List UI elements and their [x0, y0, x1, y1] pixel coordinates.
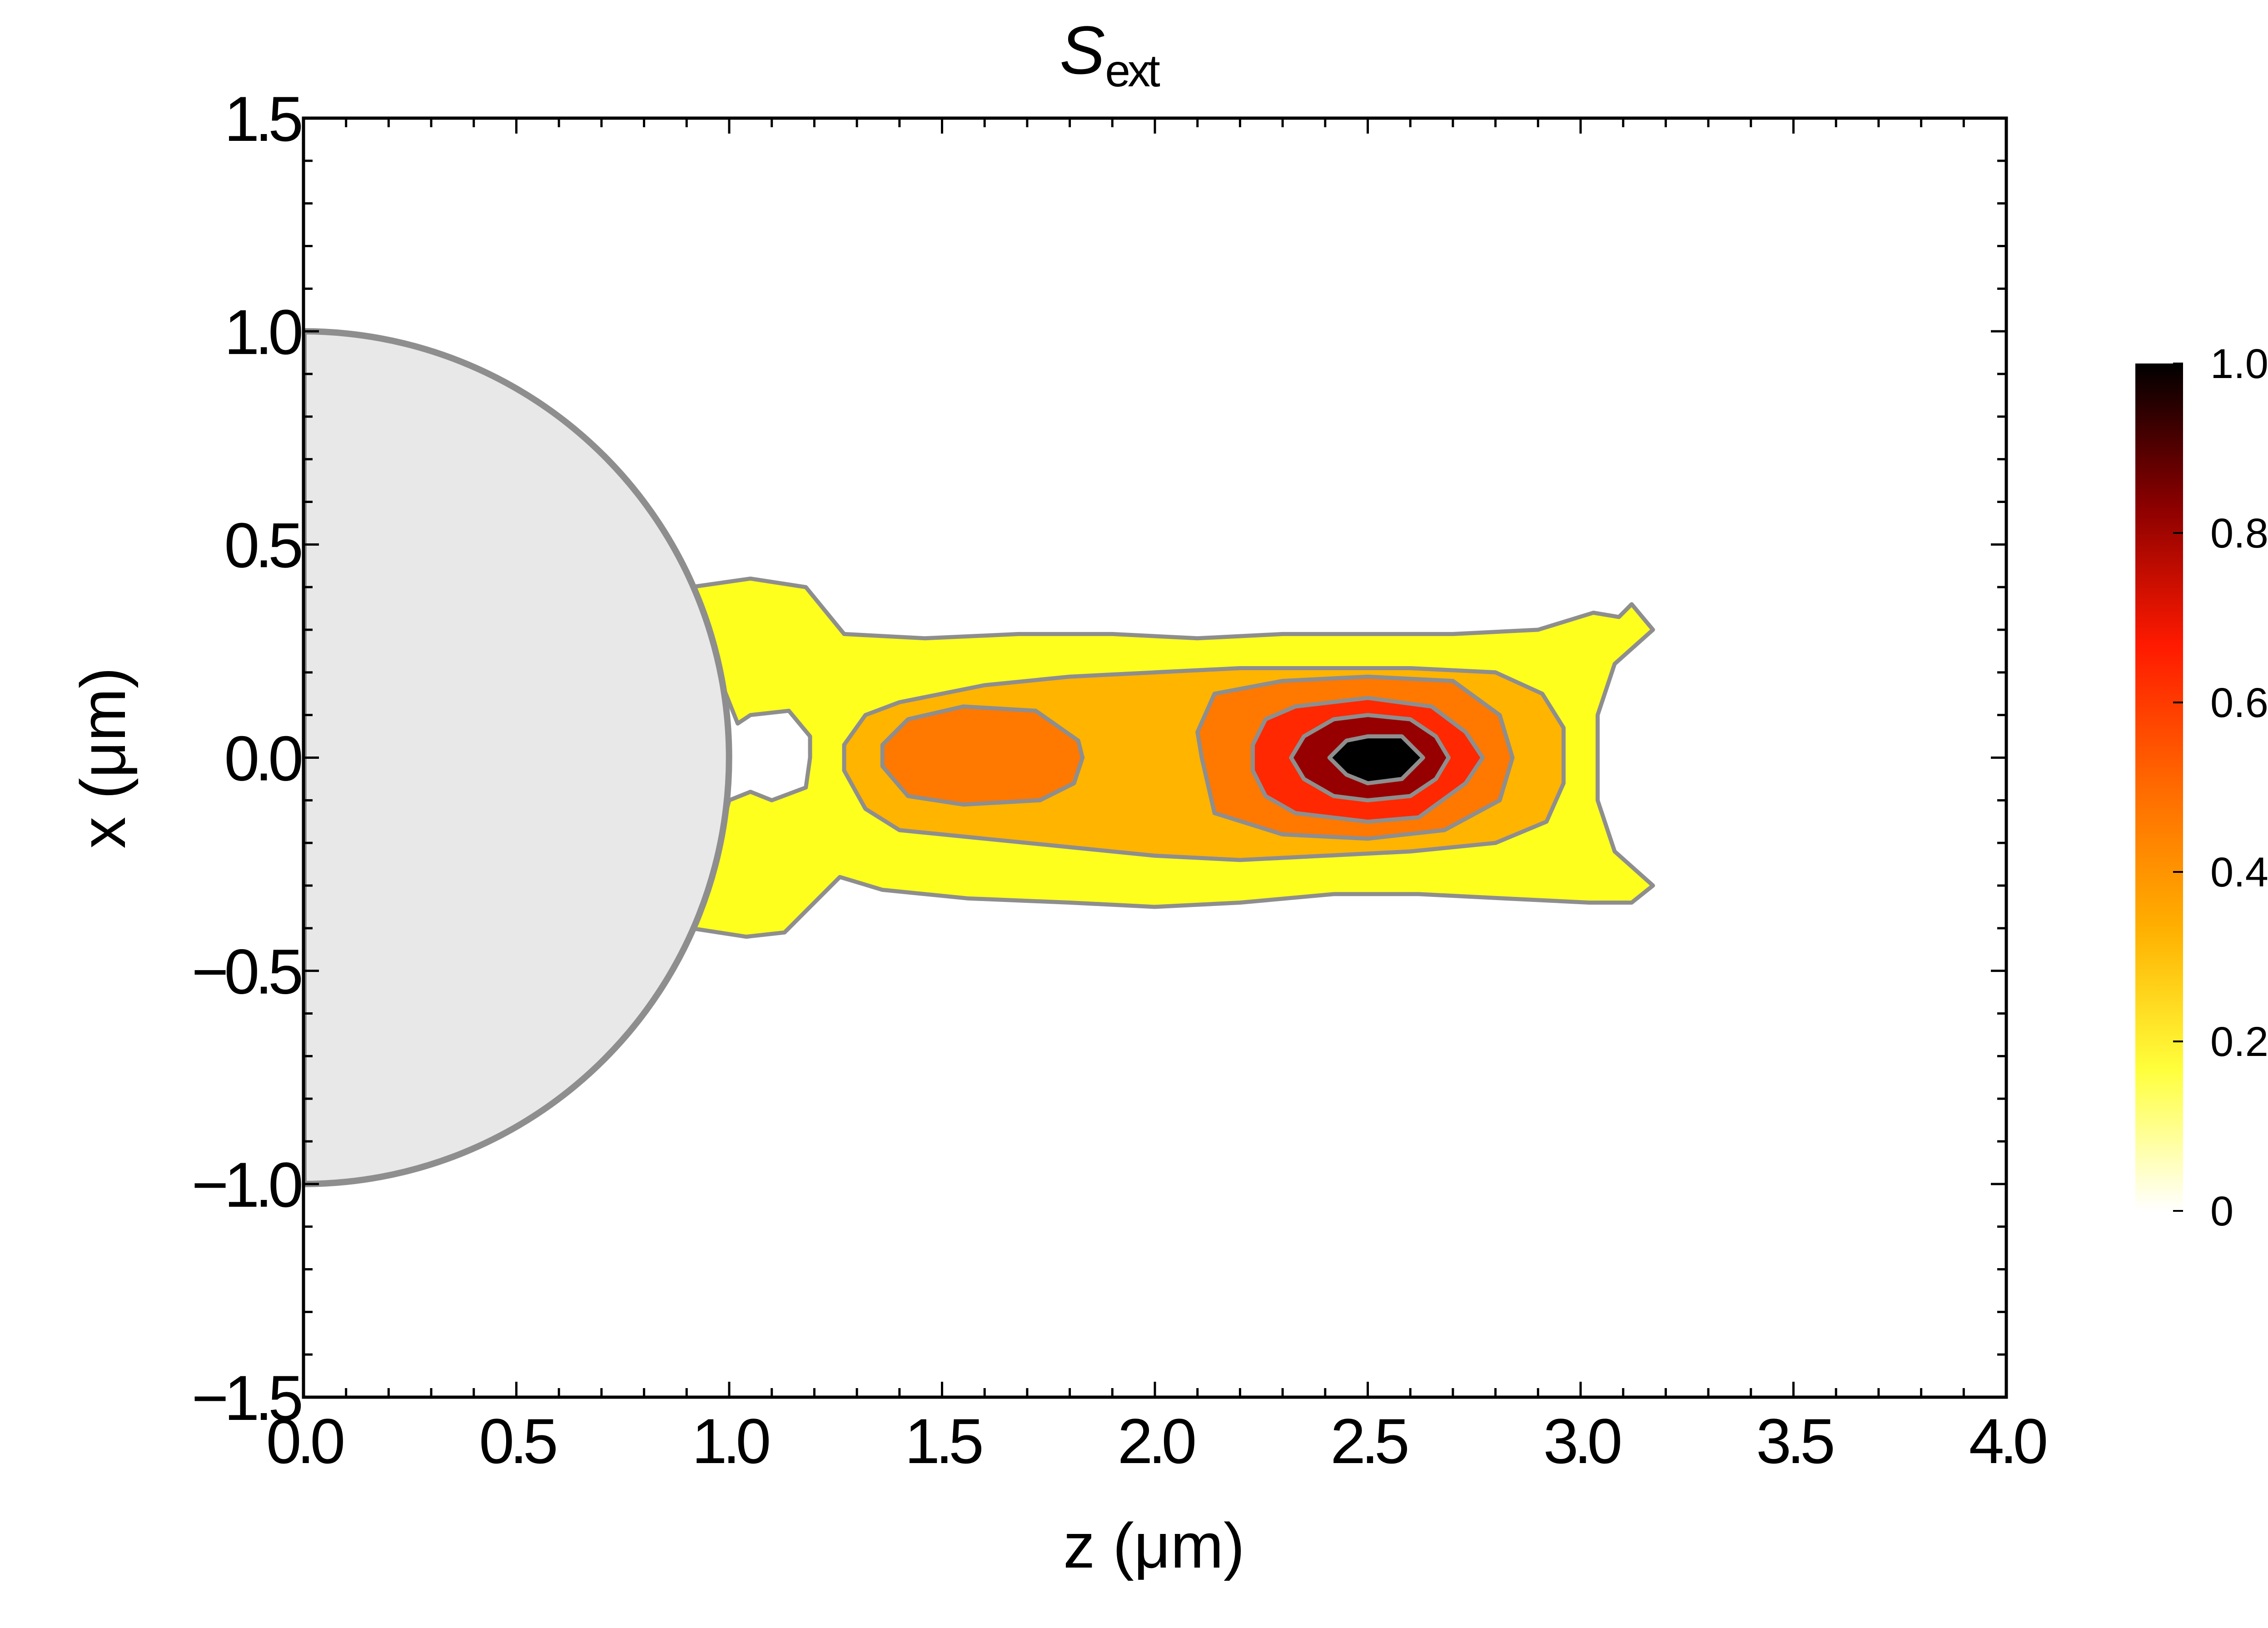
contour-level [880, 704, 1085, 807]
y-tick-labels: −1.5 −1.0 −0.5 0.0 0.5 1.0 1.5 [192, 83, 306, 1434]
chart-title: Sext [1059, 12, 1160, 96]
x-tick-label: 2.0 [1118, 1405, 1195, 1477]
sphere-cross-section [303, 331, 729, 1184]
y-axis-label: x (μm) [67, 667, 139, 848]
x-tick-label: 4.0 [1969, 1405, 2046, 1477]
y-tick-label: −1.5 [192, 1362, 301, 1434]
colorbar-tick-label: 0.2 [2210, 1019, 2268, 1065]
colorbar-tick-label: 0.8 [2210, 510, 2268, 557]
colorbar-tick-label: 0.4 [2210, 849, 2268, 896]
x-tick-label: 2.5 [1330, 1405, 1407, 1477]
x-tick-label: 0.0 [266, 1405, 343, 1477]
x-tick-label: 3.0 [1543, 1405, 1621, 1477]
contour-fills [689, 576, 1655, 939]
x-tick-label: 1.5 [905, 1405, 981, 1477]
y-tick-label: 1.5 [224, 83, 301, 154]
plot-area [303, 118, 2006, 1397]
x-tick-label: 3.5 [1756, 1405, 1833, 1477]
colorbar-tick-label: 0 [2210, 1188, 2233, 1235]
x-tick-label: 0.5 [479, 1405, 556, 1477]
y-tick-label: 1.0 [224, 296, 301, 368]
axis-ticks [302, 117, 2008, 1399]
contour-level [1327, 734, 1425, 786]
colorbar-tick-label: 1.0 [2210, 341, 2268, 387]
x-tick-labels: 0.0 0.5 1.0 1.5 2.0 2.5 3.0 3.5 4.0 [266, 1405, 2051, 1477]
y-tick-label: −1.0 [192, 1149, 302, 1220]
x-tick-label: 1.0 [692, 1405, 769, 1477]
colorbar-ticks: 0 0.2 0.4 0.6 0.8 1.0 [2173, 341, 2268, 1235]
y-tick-label: 0.5 [224, 509, 301, 581]
colorbar-gradient [2135, 363, 2183, 1211]
colorbar-tick-label: 0.6 [2210, 680, 2268, 726]
y-tick-label: −0.5 [192, 936, 301, 1007]
colorbar: 0 0.2 0.4 0.6 0.8 1.0 [2135, 341, 2268, 1235]
x-axis-label: z (μm) [1063, 1510, 1244, 1581]
y-tick-label: 0.0 [224, 723, 301, 794]
